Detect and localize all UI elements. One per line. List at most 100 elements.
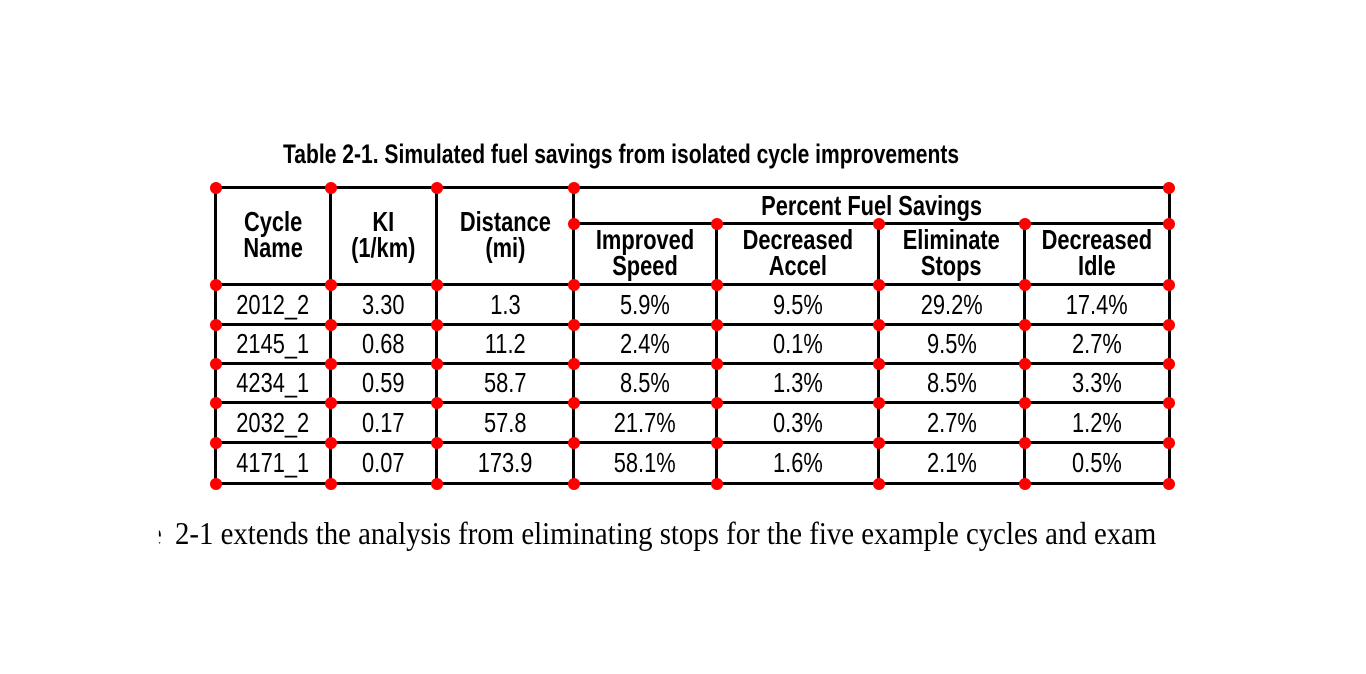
cell-cycle-name: 4234_1 [214, 362, 332, 404]
header-ki: KI (1/km) [329, 186, 438, 286]
cell-value: 0.1% [772, 328, 823, 359]
cell-value: 2.7% [1071, 328, 1122, 359]
cell-distance: 173.9 [435, 441, 575, 485]
cell-value: 58.1% [614, 447, 676, 478]
header-distance-label: Distance (mi) [459, 205, 551, 263]
cell-value: 3.30 [362, 288, 405, 320]
cell-value: 4171_1 [236, 447, 310, 478]
table-caption: Table 2-1. Simulated fuel savings from i… [283, 141, 1150, 168]
cell-value: 0.3% [772, 406, 823, 438]
cell-decreased-idle: 2.7% [1023, 323, 1171, 365]
cell-decreased-accel: 1.3% [715, 362, 880, 404]
header-ki-label: KI (1/km) [351, 205, 416, 263]
cell-value: 2145_1 [236, 328, 310, 359]
cell-value: 29.2% [920, 288, 983, 320]
header-improved-speed: Improved Speed [572, 222, 718, 286]
header-group-row: Cycle Name KI (1/km) Distance (mi) Percent … [214, 186, 1171, 286]
header-decreased-accel-label: Decreased Accel [742, 223, 853, 281]
cell-value: 9.5% [772, 288, 823, 320]
cell-ki: 0.59 [329, 362, 438, 404]
cell-cycle-name: 4171_1 [214, 441, 332, 485]
cell-decreased-accel: 0.1% [715, 323, 880, 365]
cell-eliminate-stops: 2.7% [877, 401, 1026, 444]
cell-value: 2.7% [926, 406, 977, 438]
cell-decreased-idle: 0.5% [1023, 441, 1171, 485]
cell-distance: 1.3 [435, 283, 575, 326]
header-cycle-name-label: Cycle Name [243, 205, 303, 263]
header-decreased-idle-label: Decreased Idle [1041, 223, 1153, 281]
cell-eliminate-stops: 2.1% [877, 441, 1026, 485]
cell-improved-speed: 58.1% [572, 441, 718, 485]
cell-cycle-name: 2145_1 [214, 323, 332, 365]
cell-value: 8.5% [620, 367, 670, 398]
cell-value: 5.9% [620, 288, 670, 320]
cell-improved-speed: 8.5% [572, 362, 718, 404]
body-text-sentence: 2-1 extends the analysis from eliminatin… [175, 515, 1157, 551]
header-percent-fuel-savings: Percent Fuel Savings [572, 186, 1171, 225]
cell-value: 0.5% [1071, 447, 1122, 478]
cell-value: 4234_1 [236, 367, 310, 398]
cell-value: 17.4% [1065, 288, 1128, 320]
cell-value: 1.3% [772, 367, 823, 398]
cell-distance: 58.7 [435, 362, 575, 404]
cell-cycle-name: 2012_2 [214, 283, 332, 326]
cell-improved-speed: 5.9% [572, 283, 718, 326]
table-row: 2145_1 0.68 11.2 2.4% 0.1% 9.5% 2.7% [214, 323, 1171, 365]
cell-distance: 57.8 [435, 401, 575, 444]
cell-decreased-idle: 1.2% [1023, 401, 1171, 444]
cell-value: 2.4% [620, 328, 670, 359]
cell-value: 58.7 [483, 367, 527, 398]
cell-eliminate-stops: 29.2% [877, 283, 1026, 326]
header-distance: Distance (mi) [435, 186, 575, 286]
header-decreased-accel: Decreased Accel [715, 222, 880, 286]
cell-value: 2.1% [926, 447, 977, 478]
header-percent-fuel-savings-label: Percent Fuel Savings [760, 189, 982, 221]
cell-value: 21.7% [614, 406, 676, 438]
cell-value: 1.6% [772, 447, 823, 478]
cell-value: 8.5% [926, 367, 977, 398]
cell-ki: 3.30 [329, 283, 438, 326]
header-decreased-idle: Decreased Idle [1023, 222, 1171, 286]
header-sub-row: Improved Speed Decreased Accel Eliminate St… [216, 222, 1171, 286]
header-improved-speed-label: Improved Speed [595, 223, 695, 281]
fuel-savings-table: Cycle Name KI (1/km) Distance (mi) Percent … [214, 186, 1171, 485]
cell-eliminate-stops: 9.5% [877, 323, 1026, 365]
cell-value: 0.07 [362, 447, 405, 478]
table-caption-text: Table 2-1. Simulated fuel savings from i… [283, 139, 960, 169]
body-text-clipped-fragment: e [149, 515, 162, 551]
cell-value: 0.68 [362, 328, 405, 359]
cell-decreased-idle: 3.3% [1023, 362, 1171, 404]
table-row: 2032_2 0.17 57.8 21.7% 0.3% 2.7% 1.2% [214, 401, 1171, 444]
cell-value: 0.17 [362, 406, 405, 438]
cell-value: 0.59 [362, 367, 405, 398]
header-eliminate-stops-label: Eliminate Stops [902, 223, 1001, 281]
cell-value: 2012_2 [236, 288, 310, 320]
cell-decreased-accel: 1.6% [715, 441, 880, 485]
cell-value: 3.3% [1071, 367, 1122, 398]
cell-ki: 0.17 [329, 401, 438, 444]
table-row: 2012_2 3.30 1.3 5.9% 9.5% 29.2% 17.4% [214, 283, 1171, 326]
header-cycle-name: Cycle Name [214, 186, 332, 286]
cell-value: 1.2% [1071, 406, 1122, 438]
cell-decreased-accel: 9.5% [715, 283, 880, 326]
cell-cycle-name: 2032_2 [214, 401, 332, 444]
cell-value: 11.2 [484, 328, 526, 359]
cell-value: 2032_2 [236, 406, 310, 438]
table-row: 4234_1 0.59 58.7 8.5% 1.3% 8.5% 3.3% [214, 362, 1171, 404]
cell-eliminate-stops: 8.5% [877, 362, 1026, 404]
cell-value: 57.8 [483, 406, 527, 438]
table-row: 4171_1 0.07 173.9 58.1% 1.6% 2.1% 0.5% [214, 441, 1171, 485]
cell-distance: 11.2 [435, 323, 575, 365]
cell-improved-speed: 21.7% [572, 401, 718, 444]
cell-decreased-idle: 17.4% [1023, 283, 1171, 326]
cell-ki: 0.68 [329, 323, 438, 365]
body-text: e 2-1 extends the analysis from eliminat… [0, 515, 1366, 559]
header-eliminate-stops: Eliminate Stops [877, 222, 1026, 286]
cell-decreased-accel: 0.3% [715, 401, 880, 444]
cell-value: 9.5% [926, 328, 977, 359]
cell-ki: 0.07 [329, 441, 438, 485]
cell-value: 1.3 [489, 288, 521, 320]
cell-value: 173.9 [477, 447, 533, 478]
cell-improved-speed: 2.4% [572, 323, 718, 365]
